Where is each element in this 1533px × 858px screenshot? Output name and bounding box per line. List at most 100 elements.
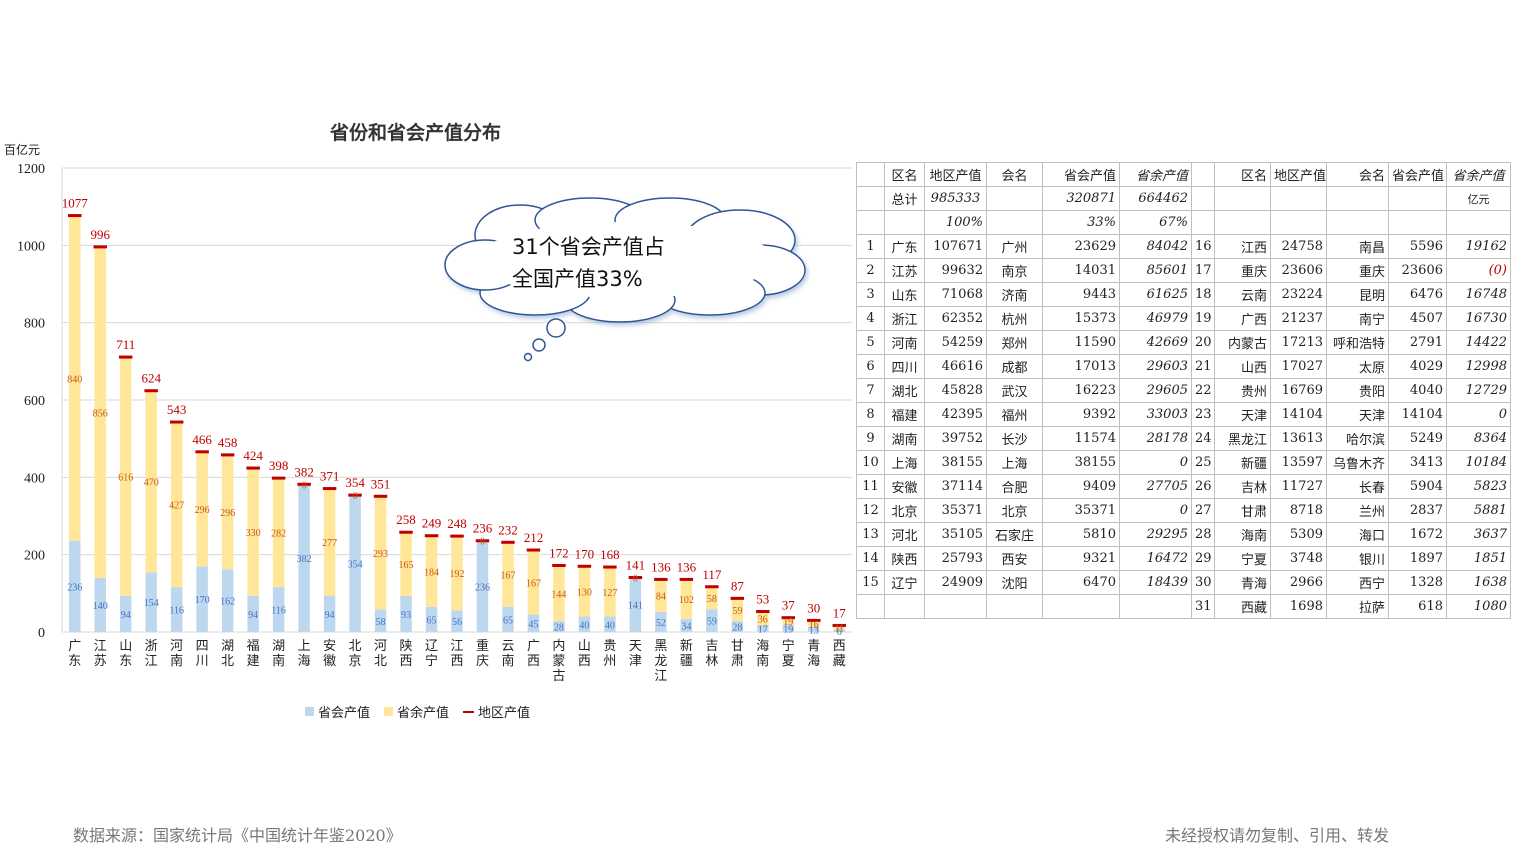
rest-value-label: 616	[118, 473, 133, 484]
bar-rest	[119, 357, 132, 596]
region-marker	[756, 610, 770, 614]
province-name: 江苏	[884, 258, 925, 283]
province-name: 青海	[1214, 570, 1271, 595]
bar-capital	[451, 610, 463, 632]
rest-value-label: 11	[834, 624, 844, 635]
province-gdp: 24758	[1270, 234, 1327, 259]
region-value-label: 136	[677, 559, 697, 574]
province-name: 广东	[884, 234, 925, 259]
bar-rest	[145, 390, 157, 573]
x-tick-label: 内蒙古	[552, 638, 565, 684]
bar-capital	[604, 616, 616, 632]
unit-cell: 亿元	[1446, 186, 1511, 211]
table-cell	[1326, 186, 1389, 211]
row-number: 3	[856, 282, 885, 307]
table-cell	[1326, 210, 1389, 235]
bar-rest	[94, 246, 106, 578]
rest-value-label: 293	[373, 549, 388, 560]
row-number: 26	[1191, 474, 1215, 499]
bar-capital	[94, 577, 106, 632]
bar-rest	[731, 598, 744, 622]
province-gdp: 99632	[924, 258, 987, 283]
province-gdp: 45828	[924, 378, 987, 403]
province-name: 新疆	[1214, 450, 1271, 475]
province-name: 宁夏	[1214, 546, 1271, 571]
region-marker	[450, 534, 464, 538]
bar-capital	[833, 629, 845, 632]
x-tick-label: 北京	[349, 639, 362, 669]
province-gdp: 16769	[1270, 378, 1327, 403]
legend-item-rest: 省余产值	[384, 702, 449, 721]
capital-gdp: 618	[1388, 594, 1447, 619]
rest-value-label: 167	[500, 571, 515, 582]
table-row: 6 四川 46616 成都 17013 29603 21 山西 17027 太原 4029 12998	[856, 354, 1511, 379]
row-number: 13	[856, 522, 885, 547]
header-cell: 区名	[884, 162, 925, 187]
row-number: 7	[856, 378, 885, 403]
rest-value-label: 102	[679, 595, 694, 606]
province-name: 云南	[1214, 282, 1271, 307]
region-value-label: 172	[549, 545, 569, 560]
table-row: 3 山东 71068 济南 9443 61625 18 云南 23224 昆明 6476 16748	[856, 282, 1511, 307]
capital-name: 南宁	[1326, 306, 1389, 331]
capital-value-label: 94	[325, 610, 335, 621]
rest-value-label: 167	[526, 578, 541, 589]
capital-gdp: 14104	[1388, 402, 1447, 427]
province-name: 西藏	[1214, 594, 1271, 619]
region-marker	[399, 530, 413, 534]
province-name: 湖北	[884, 378, 925, 403]
province-name: 吉林	[1214, 474, 1271, 499]
x-tick-label: 山东	[119, 639, 132, 669]
row-number: 6	[856, 354, 885, 379]
rest-gdp: 16472	[1119, 546, 1192, 571]
table-cell	[1446, 210, 1511, 235]
row-number: 30	[1191, 570, 1215, 595]
table-row: 5 河南 54259 郑州 11590 42669 20 内蒙古 17213 呼和浩特 2791 14…	[856, 330, 1511, 355]
rest-value-label: 0	[302, 480, 307, 491]
table-cell	[986, 186, 1043, 211]
capital-value-label: 56	[452, 617, 462, 628]
province-gdp: 13613	[1270, 426, 1327, 451]
bar-capital	[782, 624, 795, 632]
capital-value-label: 154	[144, 598, 159, 609]
bar-rest	[706, 586, 718, 610]
capital-gdp: 1897	[1388, 546, 1447, 571]
table-body: 区名 地区产值 会名 省会产值 省余产值 区名 地区产值 会名 省会产值 省余产…	[856, 162, 1511, 619]
x-tick-label: 陕西	[400, 639, 413, 669]
pct-rest: 67%	[1119, 210, 1192, 235]
region-marker	[475, 539, 490, 543]
row-number: 9	[856, 426, 885, 451]
rest-gdp: 33003	[1119, 402, 1192, 427]
capital-name: 沈阳	[986, 570, 1043, 595]
x-tick-label: 天津	[629, 639, 642, 669]
capital-gdp: 23629	[1042, 234, 1120, 259]
table-cell	[1191, 210, 1215, 235]
rest-gdp: 29295	[1119, 522, 1192, 547]
bar-capital	[629, 577, 642, 632]
rest-gdp: 1851	[1446, 546, 1511, 571]
province-name: 陕西	[884, 546, 925, 571]
capital-value-label: 382	[297, 554, 312, 565]
x-tick-label: 广东	[68, 639, 81, 669]
capital-name: 兰州	[1326, 498, 1389, 523]
capital-value-label: 34	[681, 621, 691, 632]
footer-notice: 未经授权请勿复制、引用、转发	[1165, 826, 1390, 845]
bar-rest	[578, 566, 591, 617]
row-number: 14	[856, 546, 885, 571]
table-row: 13 河北 35105 石家庄 5810 29295 28 海南 5309 海口 1672 3637	[856, 522, 1511, 547]
rest-value-label: 58	[707, 594, 717, 605]
region-value-label: 53	[756, 592, 769, 607]
row-number: 25	[1191, 450, 1215, 475]
region-value-label: 168	[600, 547, 620, 562]
rest-gdp: 12729	[1446, 378, 1511, 403]
region-marker	[730, 596, 745, 600]
bar-capital	[221, 569, 234, 632]
region-value-label: 996	[90, 227, 110, 242]
bar-rest	[272, 478, 285, 588]
province-gdp: 8718	[1270, 498, 1327, 523]
capital-name: 石家庄	[986, 522, 1043, 547]
province-gdp: 42395	[924, 402, 987, 427]
province-gdp: 23224	[1270, 282, 1327, 307]
x-tick-label: 贵州	[603, 639, 616, 669]
bar-capital	[272, 587, 285, 632]
